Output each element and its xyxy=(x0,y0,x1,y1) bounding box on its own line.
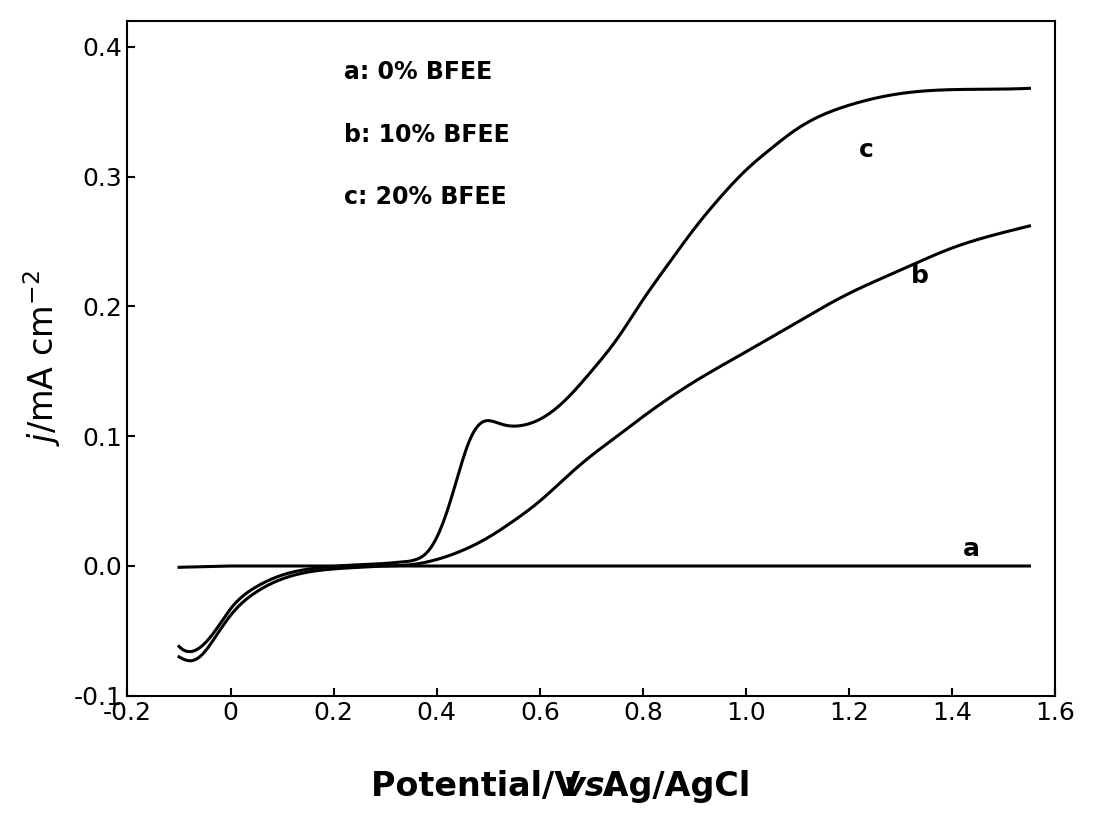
Text: c: c xyxy=(859,138,875,162)
Text: b: 10% BFEE: b: 10% BFEE xyxy=(344,123,510,147)
Text: b: b xyxy=(911,264,928,288)
Text: a: a xyxy=(962,536,980,561)
Y-axis label: $j$/mA cm$^{-2}$: $j$/mA cm$^{-2}$ xyxy=(21,270,62,446)
Text: Ag/AgCl: Ag/AgCl xyxy=(592,770,751,803)
Text: Potential/V: Potential/V xyxy=(370,770,592,803)
Text: a: 0% BFEE: a: 0% BFEE xyxy=(344,61,492,84)
Text: vs.: vs. xyxy=(564,770,618,803)
Text: c: 20% BFEE: c: 20% BFEE xyxy=(344,185,506,209)
